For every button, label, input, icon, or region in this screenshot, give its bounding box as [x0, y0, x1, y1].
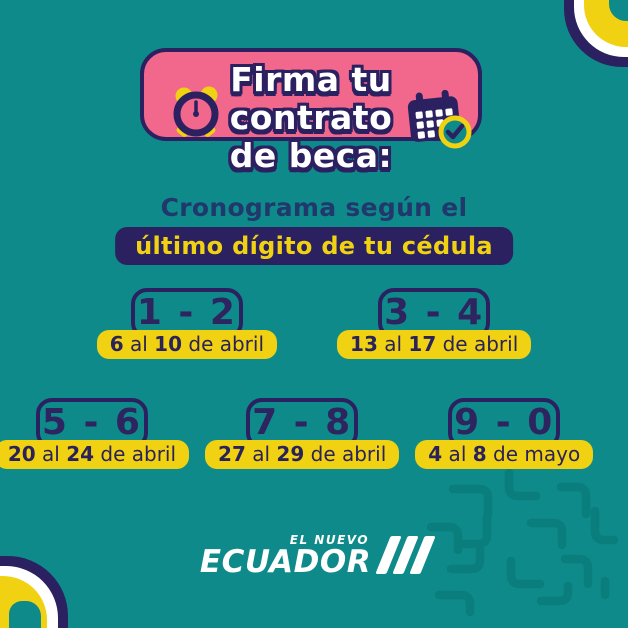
- date-month: de abril: [182, 332, 265, 356]
- date-month: de mayo: [486, 442, 581, 466]
- schedule-group-3-4: 3 - 4 13 al 17 de abril: [337, 288, 532, 359]
- date-pill: 20 al 24 de abril: [0, 440, 190, 469]
- subtitle-text: Cronograma según el: [160, 193, 468, 222]
- brand-stripes-icon: [375, 536, 436, 574]
- date-end: 10: [154, 332, 183, 356]
- date-start: 27: [218, 442, 246, 466]
- date-separator: al: [245, 442, 277, 466]
- title-line2: de beca:: [229, 136, 393, 175]
- date-month: de abril: [436, 332, 519, 356]
- date-start: 6: [109, 332, 124, 356]
- date-month: de abril: [304, 442, 387, 466]
- date-month: de abril: [94, 442, 177, 466]
- brand-tagline: EL NUEVO: [289, 533, 370, 547]
- pipe-pattern-decoration: [426, 468, 619, 617]
- date-end: 8: [472, 442, 487, 466]
- title-banner: Firma tu contrato de beca:: [140, 48, 482, 175]
- date-separator: al: [123, 332, 155, 356]
- schedule-row-2: 5 - 6 20 al 24 de abril 7 - 8 27 al 29 d…: [0, 398, 608, 469]
- date-end: 17: [408, 332, 437, 356]
- date-end: 29: [276, 442, 305, 466]
- title-line1: Firma tu contrato: [229, 60, 393, 137]
- subtitle-highlight-pill: último dígito de tu cédula: [115, 227, 513, 265]
- schedule-group-5-6: 5 - 6 20 al 24 de abril: [0, 398, 190, 469]
- ring-teal: [9, 601, 41, 628]
- schedule-group-7-8: 7 - 8 27 al 29 de abril: [205, 398, 400, 469]
- brand-name: ECUADOR: [199, 544, 372, 580]
- schedule-row-1: 1 - 2 6 al 10 de abril 3 - 4 13 al 17 de…: [0, 288, 628, 359]
- date-end: 24: [66, 442, 95, 466]
- date-start: 4: [428, 442, 443, 466]
- digit-range-box: 7 - 8: [246, 398, 359, 449]
- alarm-clock-icon: [173, 86, 219, 137]
- brand-text: EL NUEVO ECUADOR: [199, 533, 372, 580]
- date-start: 13: [350, 332, 378, 356]
- date-pill: 13 al 17 de abril: [337, 330, 532, 359]
- date-separator: al: [442, 442, 473, 466]
- schedule-group-9-0: 9 - 0 4 al 8 de mayo: [415, 398, 594, 469]
- date-pill: 6 al 10 de abril: [96, 330, 278, 359]
- brand-logo: EL NUEVO ECUADOR: [0, 533, 628, 580]
- date-separator: al: [35, 442, 67, 466]
- date-pill: 27 al 29 de abril: [205, 440, 400, 469]
- date-separator: al: [377, 332, 409, 356]
- check-circle-icon: [438, 115, 472, 149]
- date-pill: 4 al 8 de mayo: [415, 440, 594, 469]
- schedule-group-1-2: 1 - 2 6 al 10 de abril: [96, 288, 278, 359]
- brand-logo-inner: EL NUEVO ECUADOR: [199, 533, 436, 580]
- ring-teal: [609, 0, 628, 21]
- date-start: 20: [7, 442, 36, 466]
